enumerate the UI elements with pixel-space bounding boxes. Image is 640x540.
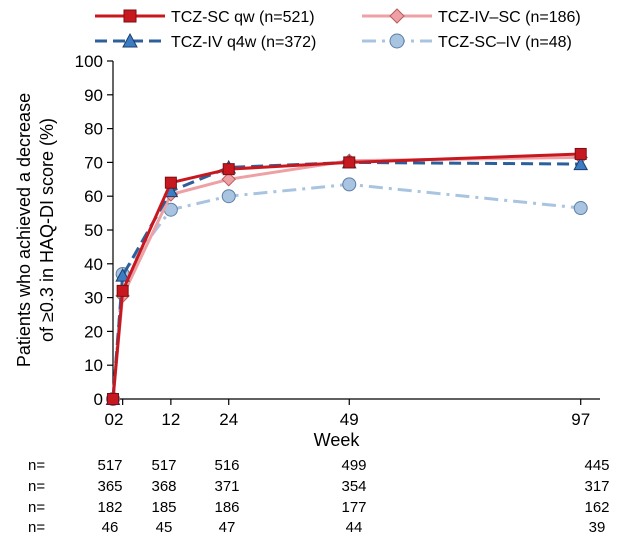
n-prefix: n= — [28, 478, 45, 495]
n-value: 46 — [102, 519, 119, 536]
x-tick-label: 12 — [161, 410, 180, 429]
legend-label: TCZ-IV q4w (n=372) — [171, 34, 316, 51]
data-point — [389, 33, 405, 49]
n-value: 517 — [151, 457, 176, 474]
n-value: 39 — [589, 519, 606, 536]
data-point — [115, 268, 130, 282]
legend-item-3: TCZ-IV q4w (n=372) — [95, 32, 316, 51]
n-value: 445 — [584, 457, 609, 474]
n-value: 517 — [97, 457, 122, 474]
n-value: 317 — [584, 478, 609, 495]
data-point — [222, 163, 235, 176]
n-table-row: n= 517 517 516 499 445 — [28, 457, 610, 474]
n-value: 44 — [346, 519, 363, 536]
legend-item-2: TCZ-IV–SC (n=186) — [362, 8, 581, 26]
y-axis-label: Patients who achieved a decrease of ≥0.3 … — [14, 93, 57, 367]
n-value: 365 — [97, 478, 122, 495]
y-axis-label-line: of ≥0.3 in HAQ-DI score (%) — [37, 118, 57, 342]
series-1 — [107, 147, 587, 405]
n-table: n= 517 517 516 499 445 n= 365 368 371 354 317 n= 182 1… — [28, 457, 610, 536]
n-value: 47 — [219, 519, 236, 536]
n-value: 185 — [151, 499, 176, 516]
n-value: 186 — [214, 499, 239, 516]
n-table-row: n= 46 45 47 44 39 — [28, 519, 605, 536]
n-value: 182 — [97, 499, 122, 516]
n-value: 177 — [341, 499, 366, 516]
data-point — [221, 172, 236, 187]
data-point — [107, 393, 119, 405]
x-tick-label: 2 — [114, 410, 123, 429]
series-4 — [106, 177, 588, 406]
y-tick-label: 80 — [84, 120, 103, 139]
axes: 0 10 20 30 40 50 60 70 80 90 100 0 2 12 24 49 97 Week — [75, 52, 600, 450]
x-tick-label: 0 — [105, 410, 114, 429]
y-tick-label: 100 — [75, 52, 103, 71]
x-tick-label: 97 — [571, 410, 590, 429]
n-value: 499 — [341, 457, 366, 474]
data-point — [221, 189, 236, 204]
data-point — [343, 156, 356, 169]
legend-label: TCZ-SC–IV (n=48) — [438, 34, 572, 51]
data-point — [389, 8, 405, 24]
x-tick-label: 49 — [340, 410, 359, 429]
series-line — [111, 182, 581, 400]
n-table-row: n= 365 368 371 354 317 — [28, 478, 610, 495]
n-value: 45 — [156, 519, 173, 536]
series-line — [111, 155, 581, 400]
legend-item-4: TCZ-SC–IV (n=48) — [362, 33, 572, 51]
data-point — [573, 201, 588, 216]
data-point — [574, 147, 587, 160]
legend-label: TCZ-SC qw (n=521) — [171, 9, 315, 26]
series-line — [111, 152, 581, 400]
data-point — [573, 156, 589, 171]
legend: TCZ-SC qw (n=521) TCZ-IV–SC (n=186) TCZ-IV… — [95, 8, 581, 51]
series-layer — [105, 147, 589, 407]
data-point — [342, 177, 357, 192]
x-tick-label: 24 — [219, 410, 238, 429]
n-value: 368 — [151, 478, 176, 495]
n-value: 516 — [214, 457, 239, 474]
n-value: 162 — [584, 499, 609, 516]
y-tick-label: 90 — [84, 86, 103, 105]
data-point — [116, 284, 129, 297]
y-tick-label: 50 — [84, 221, 103, 240]
n-value: 371 — [214, 478, 239, 495]
y-axis-label-line: Patients who achieved a decrease — [14, 93, 34, 367]
data-point — [122, 32, 138, 48]
y-tick-label: 60 — [84, 187, 103, 206]
n-value: 354 — [341, 478, 366, 495]
legend-item-1: TCZ-SC qw (n=521) — [95, 9, 315, 26]
n-prefix: n= — [28, 519, 45, 536]
n-prefix: n= — [28, 457, 45, 474]
y-tick-label: 20 — [84, 322, 103, 341]
series-line — [111, 160, 581, 400]
n-prefix: n= — [28, 499, 45, 516]
data-point — [164, 176, 177, 189]
n-table-row: n= 182 185 186 177 162 — [28, 499, 610, 516]
y-tick-label: 0 — [94, 390, 103, 409]
y-tick-label: 70 — [84, 153, 103, 172]
data-point — [123, 9, 137, 23]
y-tick-label: 40 — [84, 255, 103, 274]
legend-label: TCZ-IV–SC (n=186) — [438, 9, 581, 26]
y-tick-label: 30 — [84, 289, 103, 308]
x-axis-label: Week — [314, 430, 361, 450]
y-tick-label: 10 — [84, 356, 103, 375]
